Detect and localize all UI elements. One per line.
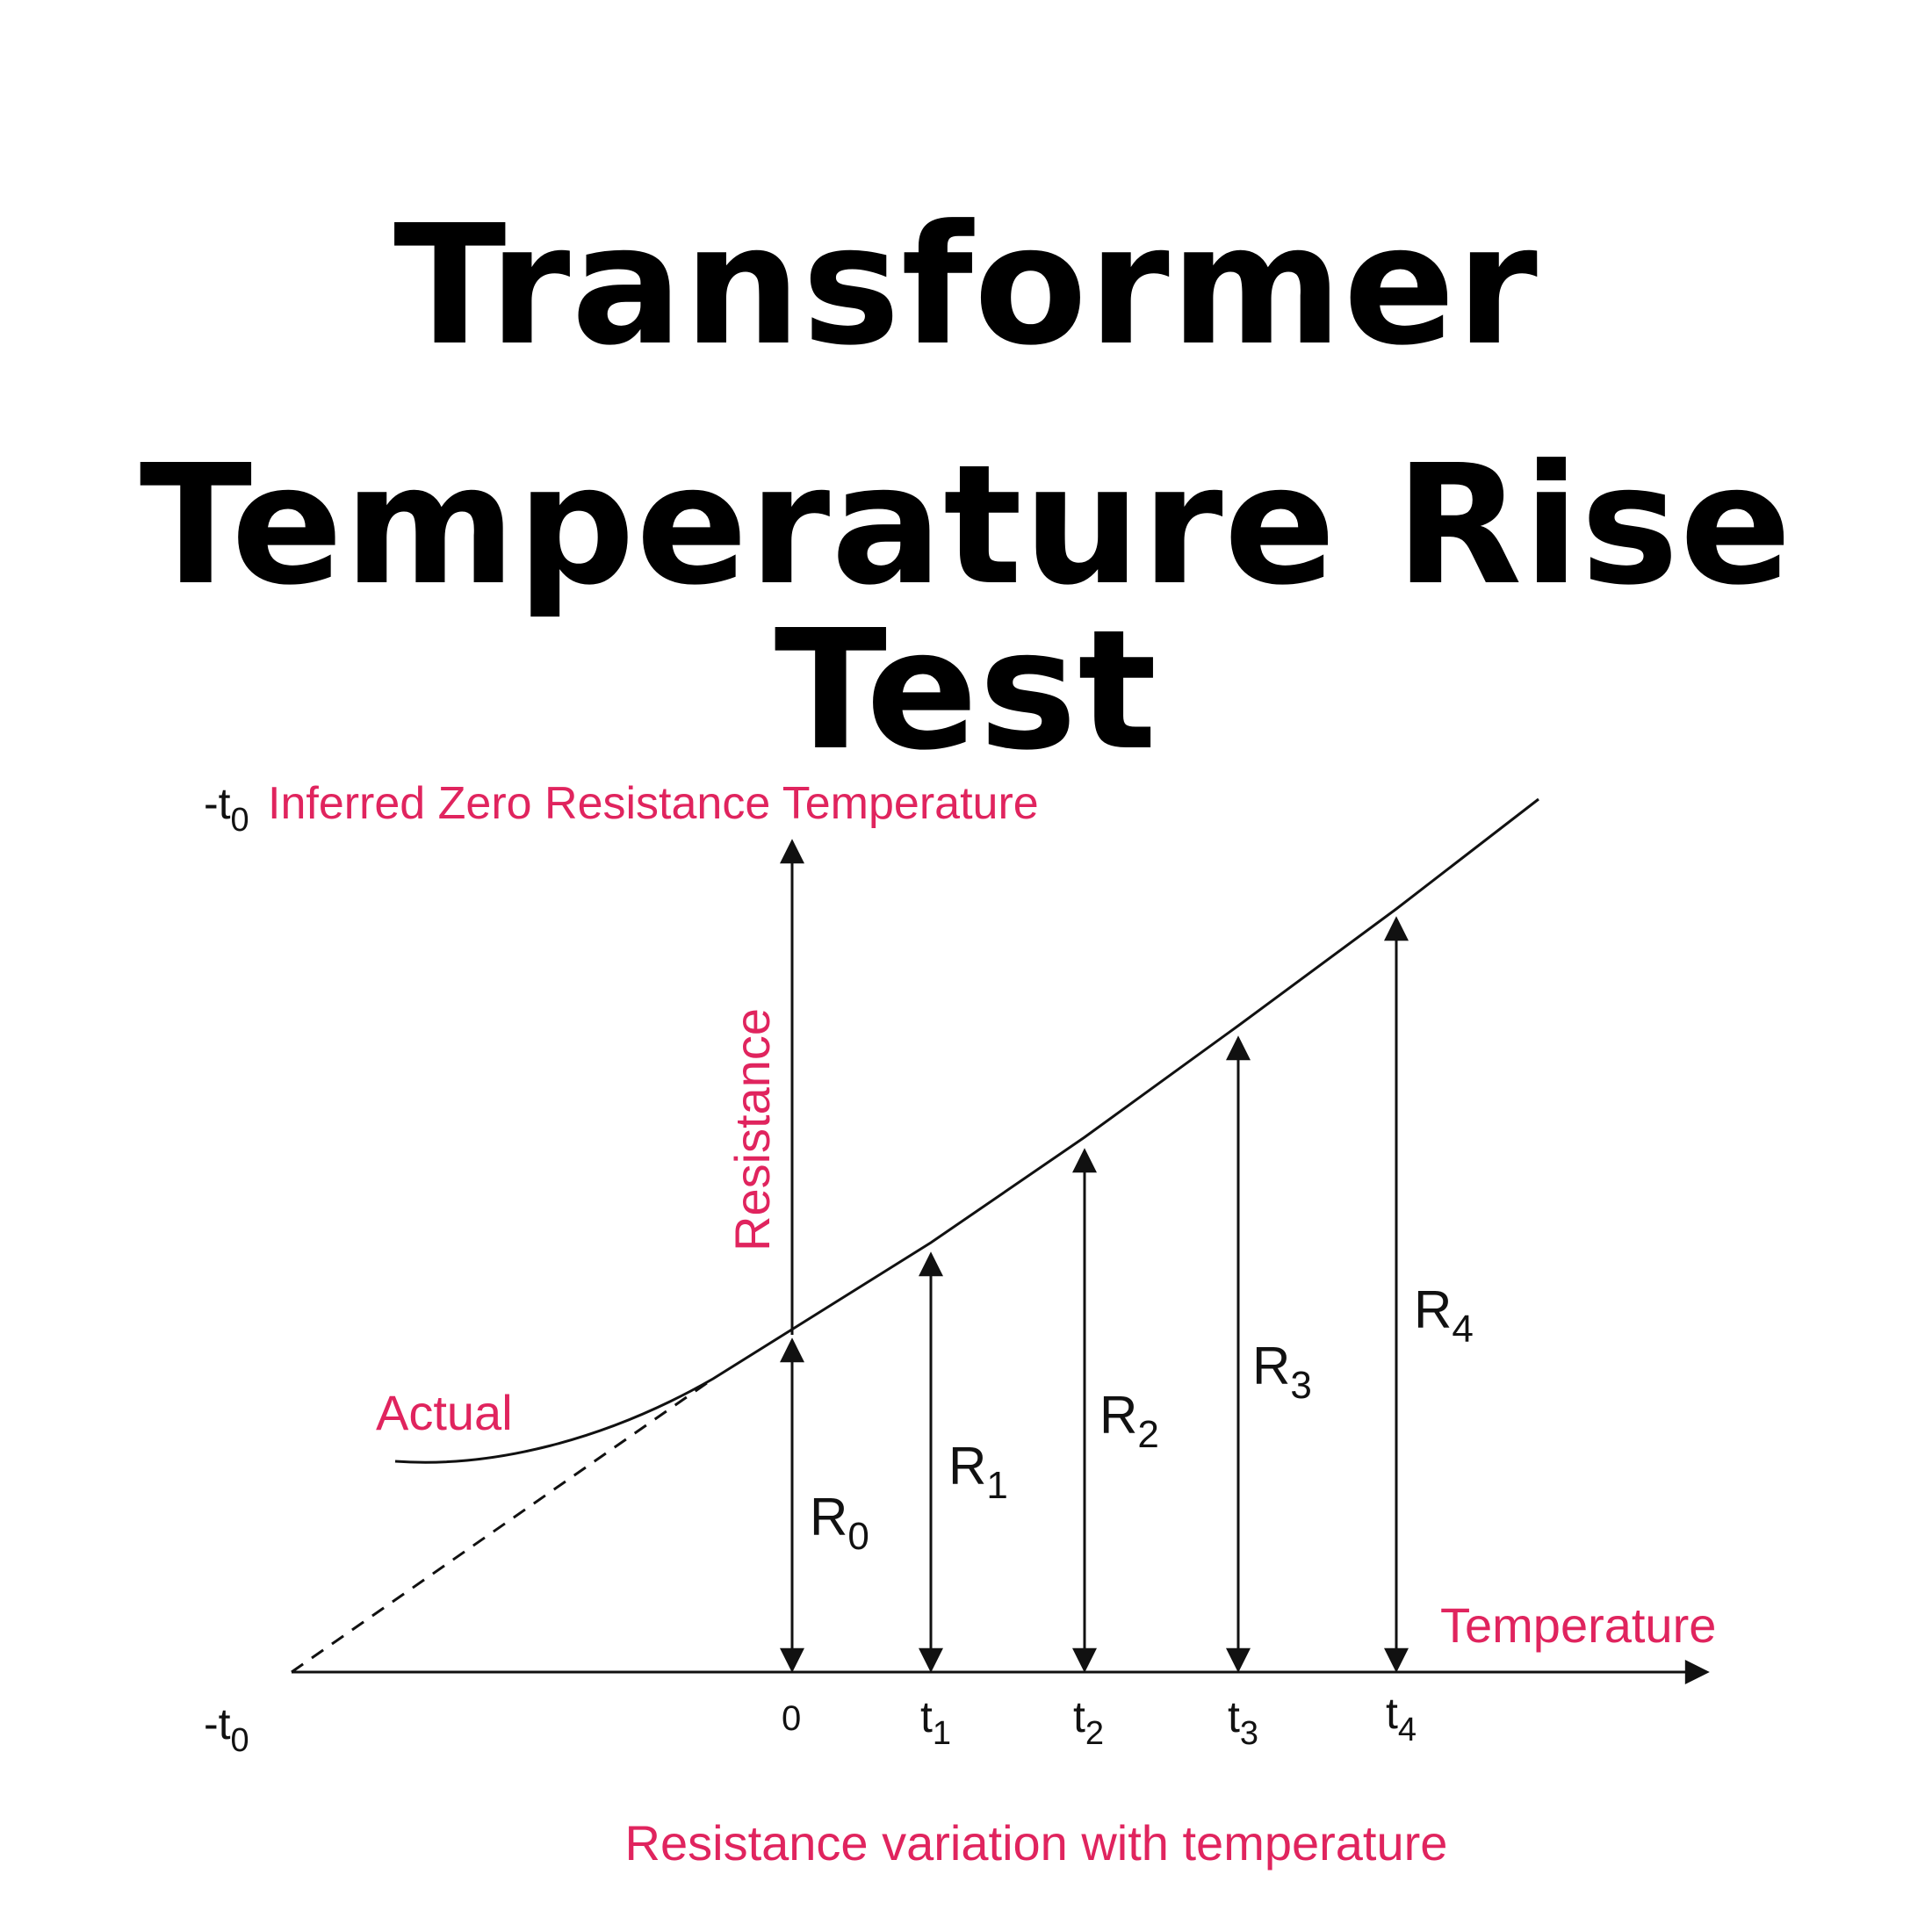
r0-label: R0 (810, 1488, 869, 1558)
r3-label: R3 (1252, 1337, 1312, 1407)
actual-label: Actual (376, 1385, 513, 1440)
r1-label: R1 (948, 1437, 1008, 1507)
x-axis-label: Temperature (1440, 1597, 1716, 1653)
t3-tick-label: t3 (1228, 1692, 1258, 1752)
r2-label: R2 (1099, 1386, 1159, 1456)
title-line-2: Temperature Rise Test (139, 429, 1793, 787)
actual-resistance-curve (394, 797, 1539, 1464)
r4-label: R4 (1414, 1280, 1474, 1351)
inferred-label-symbol: -t0 (204, 779, 249, 839)
zero-tick-label: 0 (782, 1699, 801, 1738)
inferred-zero-resistance-label: Inferred Zero Resistance Temperature (268, 778, 1039, 829)
extrapolation-dashed-line (291, 1377, 714, 1674)
t2-tick-label: t2 (1073, 1692, 1104, 1752)
title-line-1: Transformer (393, 190, 1539, 382)
t1-tick-label: t1 (920, 1692, 951, 1752)
y-axis-label: Resistance (724, 1008, 780, 1251)
diagram-caption: Resistance variation with temperature (625, 1815, 1448, 1871)
t4-tick-label: t4 (1386, 1689, 1417, 1748)
origin-label: -t0 (204, 1699, 249, 1759)
